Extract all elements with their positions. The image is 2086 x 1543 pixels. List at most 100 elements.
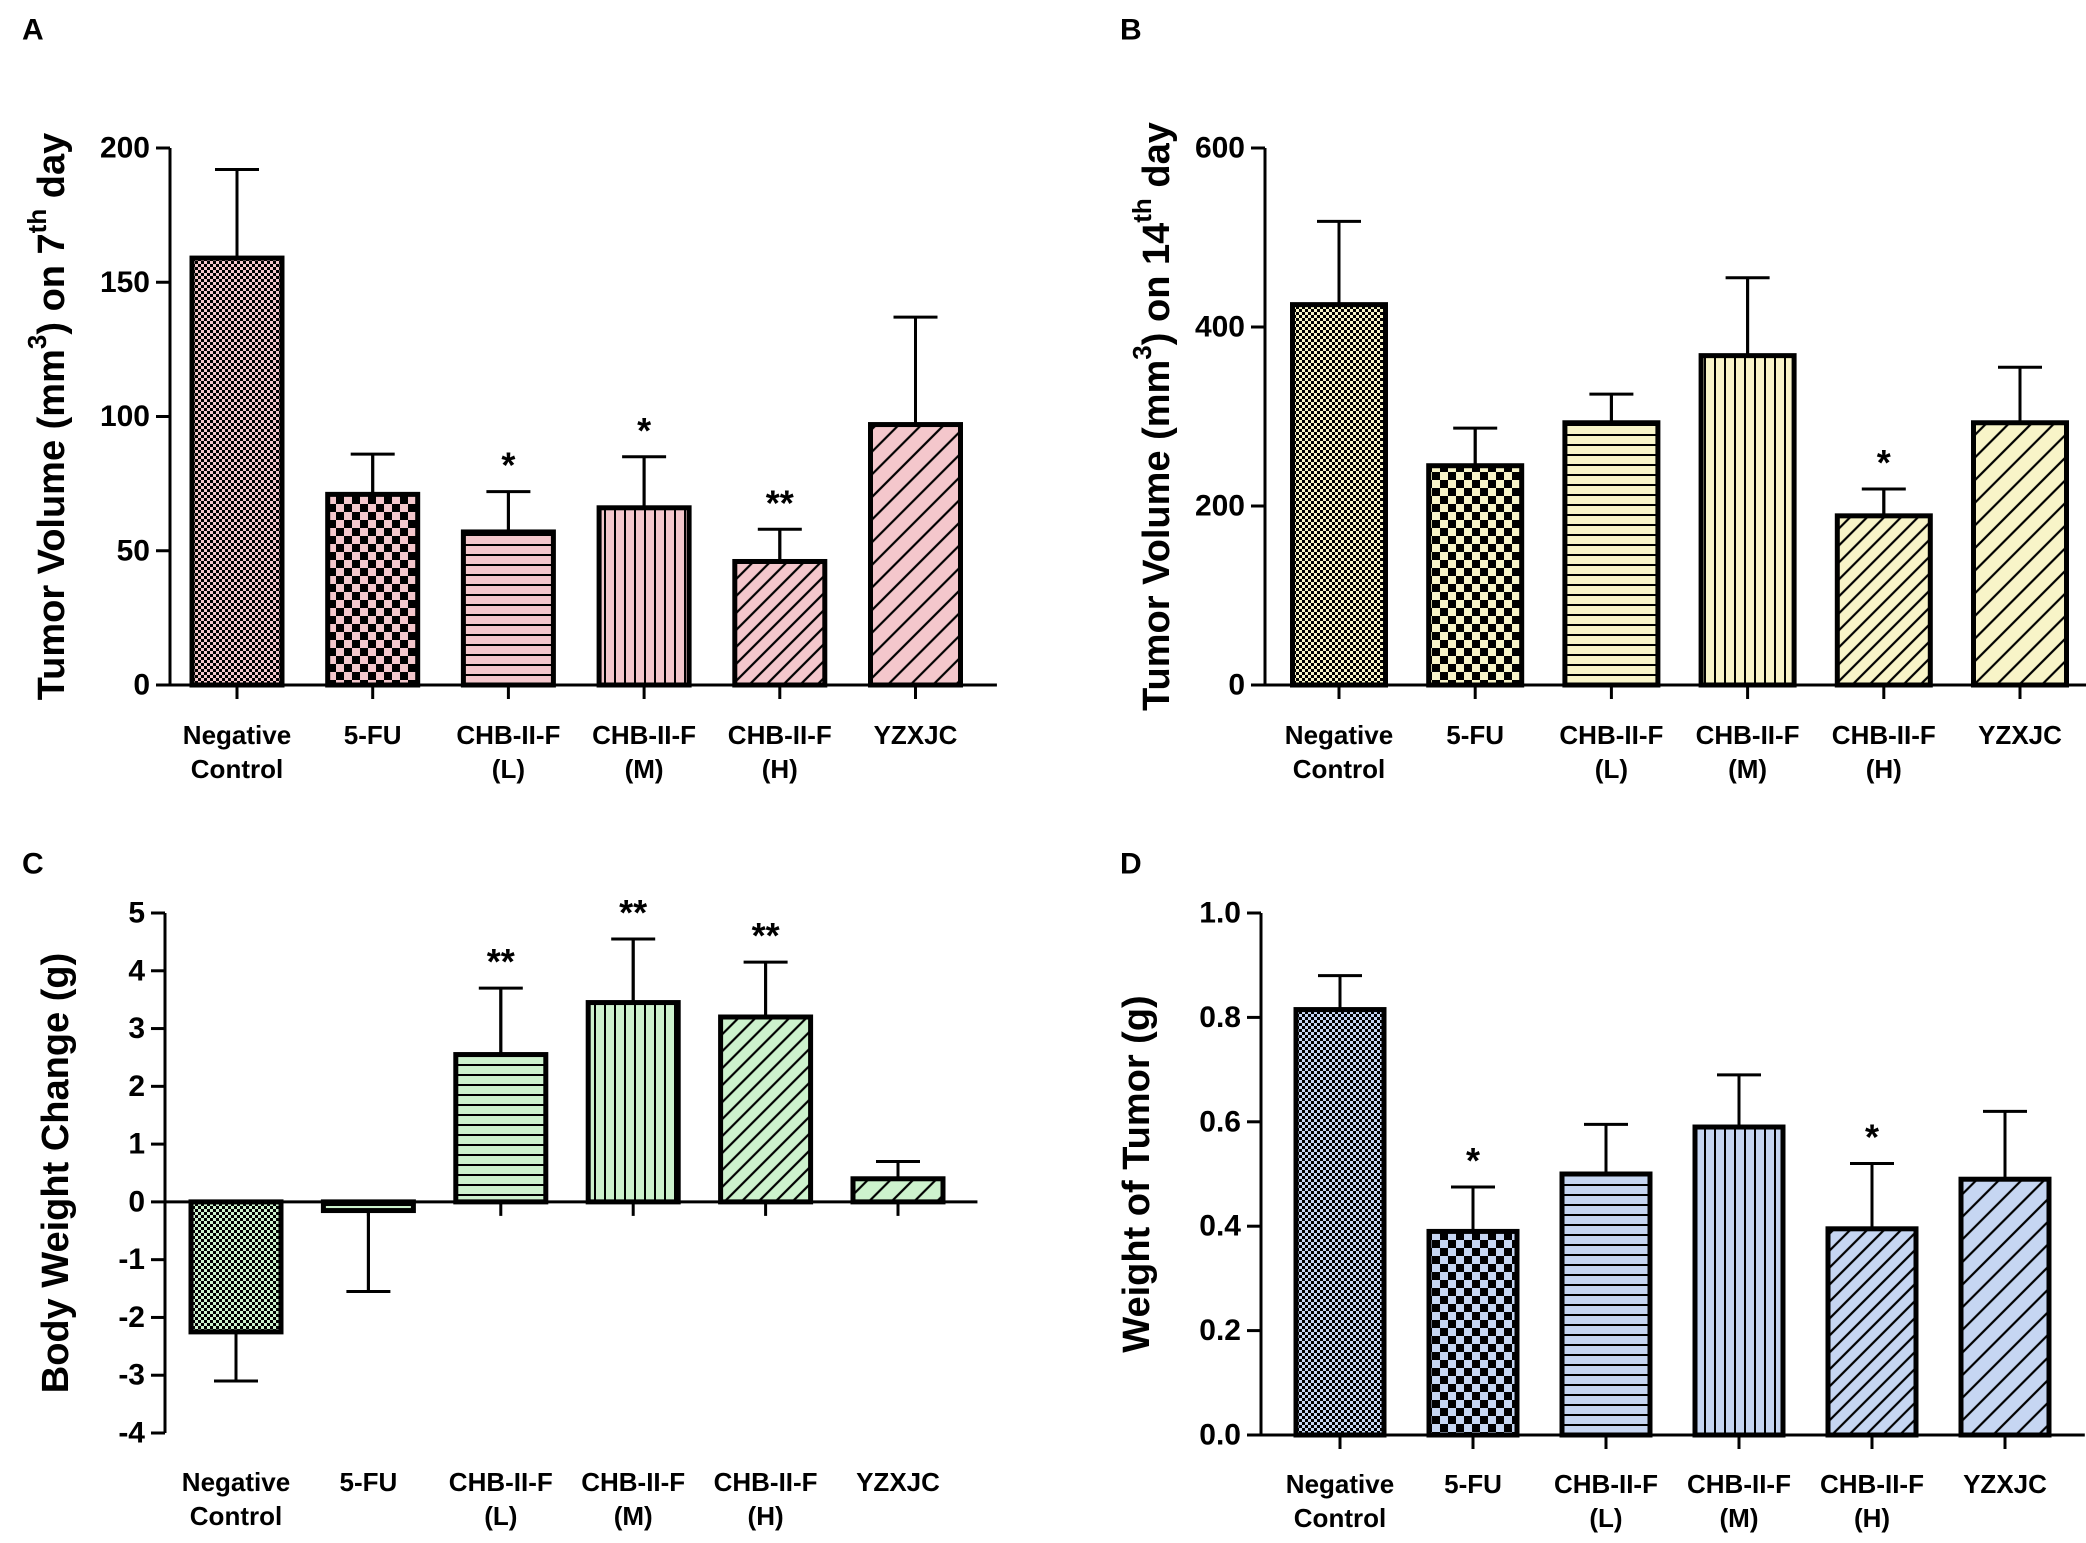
y-tick-label: 0 <box>128 1185 145 1218</box>
y-tick-label: 600 <box>1195 132 1245 165</box>
category-label: (H) <box>1854 1503 1890 1533</box>
bar-0 <box>1290 302 1388 688</box>
significance-marker: * <box>1877 442 1891 483</box>
y-tick-label: -2 <box>118 1301 145 1334</box>
category-label: CHB-II-F <box>449 1467 553 1497</box>
y-tick-label: -3 <box>118 1359 145 1392</box>
category-label: 5-FU <box>1446 720 1504 750</box>
bar-2 <box>1559 1171 1653 1438</box>
y-tick-label: -1 <box>118 1243 145 1276</box>
bar-4 <box>732 558 828 688</box>
category-label: Negative <box>1285 720 1393 750</box>
category-label: CHB-II-F <box>714 1467 818 1497</box>
y-tick-label: 200 <box>1195 490 1245 523</box>
category-label: (M) <box>614 1501 653 1531</box>
category-label: CHB-II-F <box>728 720 832 750</box>
category-label: YZXJC <box>856 1467 940 1497</box>
y-tick-label: -4 <box>118 1417 145 1450</box>
category-label: CHB-II-F <box>1554 1469 1658 1499</box>
bar-1 <box>1426 463 1525 688</box>
panel-label: C <box>22 848 44 881</box>
y-tick-label: 4 <box>128 954 145 987</box>
y-tick-label: 1 <box>128 1128 145 1161</box>
category-label: Negative <box>1286 1469 1394 1499</box>
category-label: CHB-II-F <box>581 1467 685 1497</box>
bar-0 <box>1293 1007 1387 1438</box>
significance-marker: ** <box>752 915 780 956</box>
chart-panel-a: A 0 50 100 150 200 Tumor Volume (mm3) on 7th d… <box>22 14 997 784</box>
category-label: (H) <box>762 754 798 784</box>
y-axis-label: Weight of Tumor (g) <box>1116 995 1158 1352</box>
y-tick-label: 0.4 <box>1199 1210 1241 1243</box>
y-tick-label: 3 <box>128 1012 145 1045</box>
significance-marker: * <box>637 410 651 451</box>
category-label: (M) <box>1728 754 1767 784</box>
significance-marker: ** <box>487 941 515 982</box>
category-label: 5-FU <box>340 1467 398 1497</box>
category-label: CHB-II-F <box>1820 1469 1924 1499</box>
category-label: YZXJC <box>1978 720 2062 750</box>
y-tick-label: 0.0 <box>1199 1419 1241 1452</box>
bar-5 <box>850 1176 946 1205</box>
y-tick-label: 50 <box>117 534 150 567</box>
bar-5 <box>1958 1176 2052 1438</box>
significance-marker: * <box>1865 1117 1879 1158</box>
bar-1 <box>325 491 421 688</box>
y-tick-label: 400 <box>1195 311 1245 344</box>
y-axis-label: Tumor Volume (mm3) on 14th day <box>1127 122 1178 711</box>
category-label: (L) <box>492 754 525 784</box>
bar-4 <box>1825 1226 1919 1438</box>
chart-panel-d: D 0.0 0.2 0.4 0.6 0.8 1.0 Weight of Tumor (g) Ne… <box>1116 848 2085 1533</box>
y-tick-label: 2 <box>128 1070 145 1103</box>
bar-0 <box>189 255 285 688</box>
bar-1 <box>1426 1228 1520 1438</box>
bar-3 <box>596 505 692 688</box>
bar-5 <box>1971 420 2069 688</box>
y-tick-label: 0.6 <box>1199 1105 1241 1138</box>
category-label: (L) <box>1589 1503 1622 1533</box>
category-label: YZXJC <box>874 720 958 750</box>
category-label: (M) <box>1720 1503 1759 1533</box>
category-label: 5-FU <box>1444 1469 1502 1499</box>
category-label: (M) <box>625 754 664 784</box>
y-axis-label: Tumor Volume (mm3) on 7th day <box>22 133 73 701</box>
category-label: (L) <box>1595 754 1628 784</box>
y-tick-label: 0 <box>1228 669 1245 702</box>
panel-label: A <box>22 14 44 47</box>
category-label: Negative <box>182 1467 290 1497</box>
category-label: Control <box>1293 754 1385 784</box>
category-label: Negative <box>183 720 291 750</box>
category-label: CHB-II-F <box>456 720 560 750</box>
category-label: CHB-II-F <box>1559 720 1663 750</box>
y-tick-label: 0 <box>133 669 150 702</box>
category-label: (H) <box>748 1501 784 1531</box>
category-label: CHB-II-F <box>592 720 696 750</box>
significance-marker: * <box>501 445 515 486</box>
y-tick-label: 200 <box>100 132 150 165</box>
bar-4 <box>1834 513 1933 688</box>
chart-panel-c: C -4 -3 -2 -1 0 1 2 3 4 5 Body Weight Change (g) Neg… <box>22 848 978 1531</box>
bar-0 <box>188 1199 284 1335</box>
chart-panel-b: B 0 200 400 600 Tumor Volume (mm3) on 14th da… <box>1120 14 2086 784</box>
y-tick-label: 0.8 <box>1199 1001 1241 1034</box>
bar-1 <box>320 1199 416 1214</box>
significance-marker: ** <box>766 482 794 523</box>
bar-2 <box>460 529 556 688</box>
bar-3 <box>1692 1124 1786 1438</box>
category-label: CHB-II-F <box>1832 720 1936 750</box>
bar-4 <box>718 1014 814 1205</box>
y-tick-label: 1.0 <box>1199 897 1241 930</box>
bar-2 <box>453 1052 549 1205</box>
category-label: (L) <box>484 1501 517 1531</box>
category-label: Control <box>1294 1503 1386 1533</box>
panel-label: B <box>1120 14 1142 47</box>
y-tick-label: 0.2 <box>1199 1314 1241 1347</box>
y-axis-label: Body Weight Change (g) <box>35 953 77 1394</box>
bar-2 <box>1562 420 1661 688</box>
y-tick-label: 5 <box>128 897 145 930</box>
bar-3 <box>585 1000 681 1205</box>
category-label: CHB-II-F <box>1696 720 1800 750</box>
category-label: (H) <box>1866 754 1902 784</box>
category-label: CHB-II-F <box>1687 1469 1791 1499</box>
panel-label: D <box>1120 848 1142 881</box>
